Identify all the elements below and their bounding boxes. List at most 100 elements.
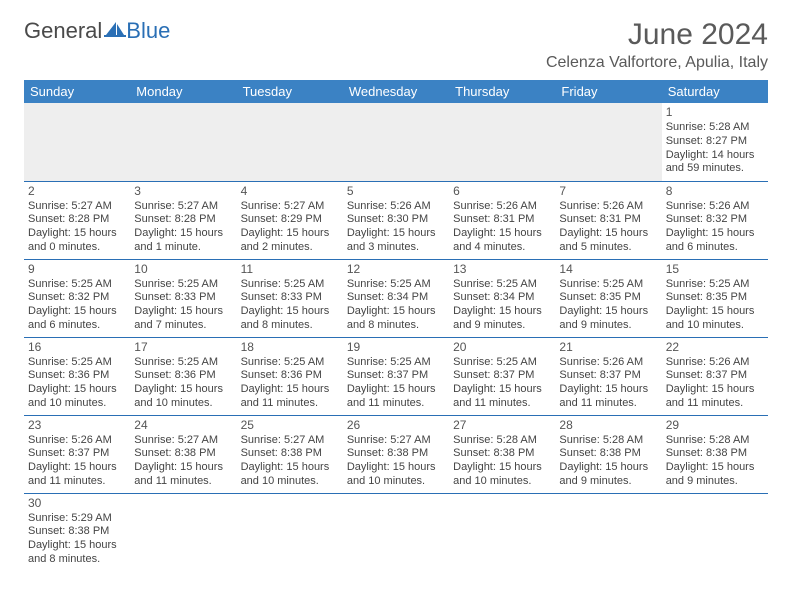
month-title: June 2024: [546, 18, 768, 52]
daylight-line-1: Daylight: 15 hours: [666, 383, 764, 397]
sunset-line: Sunset: 8:38 PM: [559, 447, 657, 461]
daylight-line-2: and 3 minutes.: [347, 241, 445, 255]
daylight-line-1: Daylight: 15 hours: [347, 227, 445, 241]
sunset-line: Sunset: 8:33 PM: [134, 291, 232, 305]
day-number: 22: [666, 340, 764, 355]
calendar-day: 17Sunrise: 5:25 AMSunset: 8:36 PMDayligh…: [130, 337, 236, 415]
calendar-day: 8Sunrise: 5:26 AMSunset: 8:32 PMDaylight…: [662, 181, 768, 259]
sunset-line: Sunset: 8:32 PM: [28, 291, 126, 305]
day-number: 7: [559, 184, 657, 199]
day-number: 10: [134, 262, 232, 277]
day-number: 4: [241, 184, 339, 199]
calendar-day: 28Sunrise: 5:28 AMSunset: 8:38 PMDayligh…: [555, 415, 661, 493]
sunset-line: Sunset: 8:36 PM: [134, 369, 232, 383]
calendar-day: 22Sunrise: 5:26 AMSunset: 8:37 PMDayligh…: [662, 337, 768, 415]
sunrise-line: Sunrise: 5:25 AM: [241, 278, 339, 292]
daylight-line-1: Daylight: 15 hours: [347, 305, 445, 319]
daylight-line-1: Daylight: 15 hours: [666, 305, 764, 319]
calendar-week: 30Sunrise: 5:29 AMSunset: 8:38 PMDayligh…: [24, 493, 768, 571]
day-number: 6: [453, 184, 551, 199]
sunset-line: Sunset: 8:33 PM: [241, 291, 339, 305]
calendar-empty: [449, 493, 555, 571]
sunset-line: Sunset: 8:32 PM: [666, 213, 764, 227]
daylight-line-1: Daylight: 15 hours: [666, 227, 764, 241]
daylight-line-1: Daylight: 15 hours: [134, 227, 232, 241]
day-number: 1: [666, 105, 764, 120]
sunrise-line: Sunrise: 5:26 AM: [559, 356, 657, 370]
weekday-header: Thursday: [449, 80, 555, 103]
day-number: 30: [28, 496, 126, 511]
calendar-day: 21Sunrise: 5:26 AMSunset: 8:37 PMDayligh…: [555, 337, 661, 415]
daylight-line-1: Daylight: 15 hours: [347, 383, 445, 397]
daylight-line-2: and 10 minutes.: [666, 319, 764, 333]
sunrise-line: Sunrise: 5:28 AM: [453, 434, 551, 448]
daylight-line-2: and 9 minutes.: [453, 319, 551, 333]
sunset-line: Sunset: 8:28 PM: [134, 213, 232, 227]
day-number: 18: [241, 340, 339, 355]
sunrise-line: Sunrise: 5:26 AM: [28, 434, 126, 448]
daylight-line-1: Daylight: 15 hours: [241, 227, 339, 241]
sunset-line: Sunset: 8:34 PM: [453, 291, 551, 305]
sunset-line: Sunset: 8:38 PM: [241, 447, 339, 461]
daylight-line-1: Daylight: 15 hours: [453, 227, 551, 241]
daylight-line-2: and 10 minutes.: [453, 475, 551, 489]
calendar-day: 10Sunrise: 5:25 AMSunset: 8:33 PMDayligh…: [130, 259, 236, 337]
daylight-line-1: Daylight: 15 hours: [666, 461, 764, 475]
sunrise-line: Sunrise: 5:25 AM: [347, 278, 445, 292]
sunrise-line: Sunrise: 5:27 AM: [134, 434, 232, 448]
daylight-line-1: Daylight: 15 hours: [241, 305, 339, 319]
calendar-empty: [343, 493, 449, 571]
calendar-day: 1Sunrise: 5:28 AMSunset: 8:27 PMDaylight…: [662, 103, 768, 181]
daylight-line-2: and 6 minutes.: [28, 319, 126, 333]
sunrise-line: Sunrise: 5:25 AM: [134, 356, 232, 370]
sunset-line: Sunset: 8:30 PM: [347, 213, 445, 227]
calendar-day: 12Sunrise: 5:25 AMSunset: 8:34 PMDayligh…: [343, 259, 449, 337]
daylight-line-1: Daylight: 15 hours: [453, 461, 551, 475]
day-number: 16: [28, 340, 126, 355]
day-number: 21: [559, 340, 657, 355]
sunset-line: Sunset: 8:38 PM: [666, 447, 764, 461]
daylight-line-2: and 0 minutes.: [28, 241, 126, 255]
day-number: 14: [559, 262, 657, 277]
calendar-day: 27Sunrise: 5:28 AMSunset: 8:38 PMDayligh…: [449, 415, 555, 493]
day-number: 11: [241, 262, 339, 277]
calendar-day: 14Sunrise: 5:25 AMSunset: 8:35 PMDayligh…: [555, 259, 661, 337]
day-number: 27: [453, 418, 551, 433]
daylight-line-2: and 10 minutes.: [134, 397, 232, 411]
calendar-empty: [237, 493, 343, 571]
sunrise-line: Sunrise: 5:25 AM: [347, 356, 445, 370]
sunset-line: Sunset: 8:37 PM: [453, 369, 551, 383]
sunrise-line: Sunrise: 5:26 AM: [453, 200, 551, 214]
day-number: 23: [28, 418, 126, 433]
calendar-empty: [130, 493, 236, 571]
calendar-empty: [343, 103, 449, 181]
sunrise-line: Sunrise: 5:26 AM: [559, 200, 657, 214]
daylight-line-2: and 11 minutes.: [134, 475, 232, 489]
daylight-line-2: and 2 minutes.: [241, 241, 339, 255]
calendar-day: 9Sunrise: 5:25 AMSunset: 8:32 PMDaylight…: [24, 259, 130, 337]
calendar-week: 1Sunrise: 5:28 AMSunset: 8:27 PMDaylight…: [24, 103, 768, 181]
daylight-line-2: and 5 minutes.: [559, 241, 657, 255]
calendar-day: 16Sunrise: 5:25 AMSunset: 8:36 PMDayligh…: [24, 337, 130, 415]
daylight-line-2: and 10 minutes.: [241, 475, 339, 489]
day-number: 24: [134, 418, 232, 433]
calendar-day: 30Sunrise: 5:29 AMSunset: 8:38 PMDayligh…: [24, 493, 130, 571]
calendar-table: SundayMondayTuesdayWednesdayThursdayFrid…: [24, 80, 768, 571]
sunrise-line: Sunrise: 5:25 AM: [453, 356, 551, 370]
sunset-line: Sunset: 8:38 PM: [134, 447, 232, 461]
daylight-line-1: Daylight: 15 hours: [134, 305, 232, 319]
day-number: 19: [347, 340, 445, 355]
daylight-line-1: Daylight: 15 hours: [347, 461, 445, 475]
sunset-line: Sunset: 8:35 PM: [666, 291, 764, 305]
sunset-line: Sunset: 8:29 PM: [241, 213, 339, 227]
sail-icon: [104, 20, 126, 43]
weekday-header: Saturday: [662, 80, 768, 103]
calendar-empty: [555, 493, 661, 571]
sunrise-line: Sunrise: 5:25 AM: [453, 278, 551, 292]
calendar-day: 15Sunrise: 5:25 AMSunset: 8:35 PMDayligh…: [662, 259, 768, 337]
weekday-header: Wednesday: [343, 80, 449, 103]
sunset-line: Sunset: 8:31 PM: [559, 213, 657, 227]
daylight-line-1: Daylight: 15 hours: [559, 227, 657, 241]
calendar-day: 26Sunrise: 5:27 AMSunset: 8:38 PMDayligh…: [343, 415, 449, 493]
daylight-line-2: and 4 minutes.: [453, 241, 551, 255]
